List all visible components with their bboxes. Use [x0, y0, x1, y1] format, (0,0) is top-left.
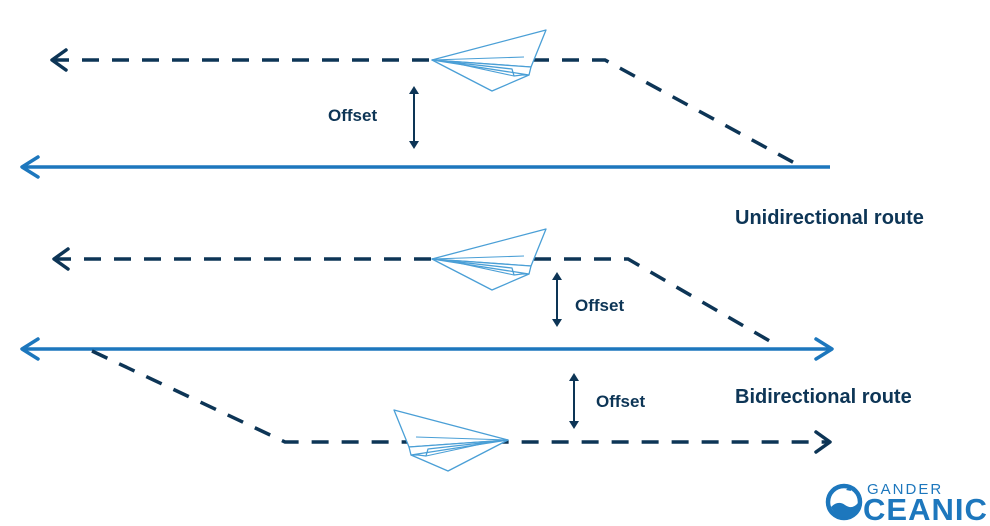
paper-plane-icon [431, 228, 547, 291]
unidirectional-route-label: Unidirectional route [735, 207, 924, 229]
bidirectional-section: Offset Offset Bidirectional route [20, 228, 912, 472]
offset-label-2: Offset [575, 296, 624, 315]
paper-plane-icon [393, 409, 509, 472]
route-line-unidirectional [20, 155, 830, 179]
bidirectional-route-label: Bidirectional route [735, 386, 912, 408]
offset-label-1: Offset [328, 106, 377, 125]
paper-plane-icon [431, 29, 547, 92]
gander-oceanic-logo: GANDER CEANIC [825, 481, 988, 526]
offset-label-3: Offset [596, 392, 645, 411]
logo-top-text: GANDER [867, 481, 943, 498]
offset-arrow-1 [409, 86, 419, 149]
unidirectional-section: Offset Unidirectional route [20, 29, 924, 229]
offset-arrow-3 [569, 373, 579, 429]
logo-main-text: CEANIC [863, 492, 988, 526]
globe-logo-icon [825, 483, 863, 521]
offset-track-upper [52, 247, 781, 349]
offset-track-top [50, 48, 801, 168]
route-line-bidirectional [20, 337, 834, 361]
offset-arrow-2 [552, 272, 562, 327]
offset-track-lower [91, 349, 832, 454]
